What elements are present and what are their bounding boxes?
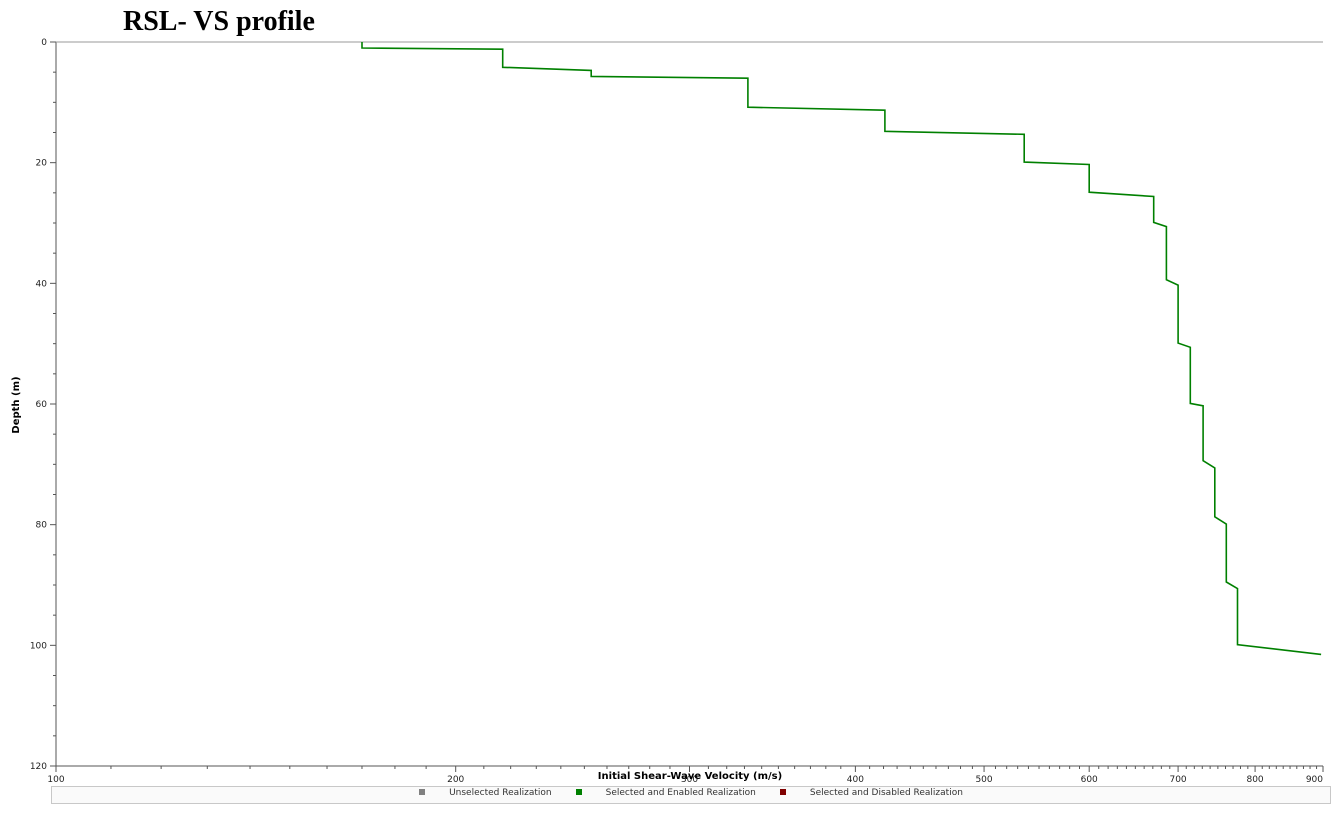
y-tick-label: 100 [30,641,47,651]
vs-profile-line [361,42,1322,656]
legend: Unselected Realization Selected and Enabl… [51,786,1331,804]
legend-label: Unselected Realization [449,788,552,798]
chart-plot-area [361,42,1322,656]
x-tick-label: 600 [1081,775,1098,785]
x-tick-label: 300 [681,775,698,785]
legend-item: Unselected Realization [419,788,552,798]
legend-swatch [779,789,786,795]
legend-items: Unselected Realization Selected and Enabl… [52,788,1330,798]
x-axis-title: Initial Shear-Wave Velocity (m/s) [598,771,782,782]
legend-swatch [419,789,426,795]
y-tick-label: 120 [30,762,47,772]
y-axis-title: Depth (m) [11,376,22,433]
x-tick-label: 200 [447,775,464,785]
x-tick-label: 700 [1169,775,1186,785]
y-tick-label: 20 [36,159,48,169]
y-tick-label: 60 [36,400,48,410]
legend-item: Selected and Disabled Realization [779,788,963,798]
y-tick-label: 0 [41,38,47,48]
page-title: RSL- VS profile [123,6,315,37]
x-tick-label: 100 [47,775,64,785]
x-tick-label: 500 [975,775,992,785]
legend-swatch [575,789,582,795]
x-tick-label: 800 [1246,775,1263,785]
legend-item: Selected and Enabled Realization [575,788,756,798]
legend-label: Selected and Enabled Realization [605,788,756,798]
y-tick-label: 80 [36,521,48,531]
x-tick-label: 900 [1306,775,1323,785]
x-tick-label: 400 [847,775,864,785]
legend-label: Selected and Disabled Realization [809,788,963,798]
y-tick-label: 40 [36,279,48,289]
